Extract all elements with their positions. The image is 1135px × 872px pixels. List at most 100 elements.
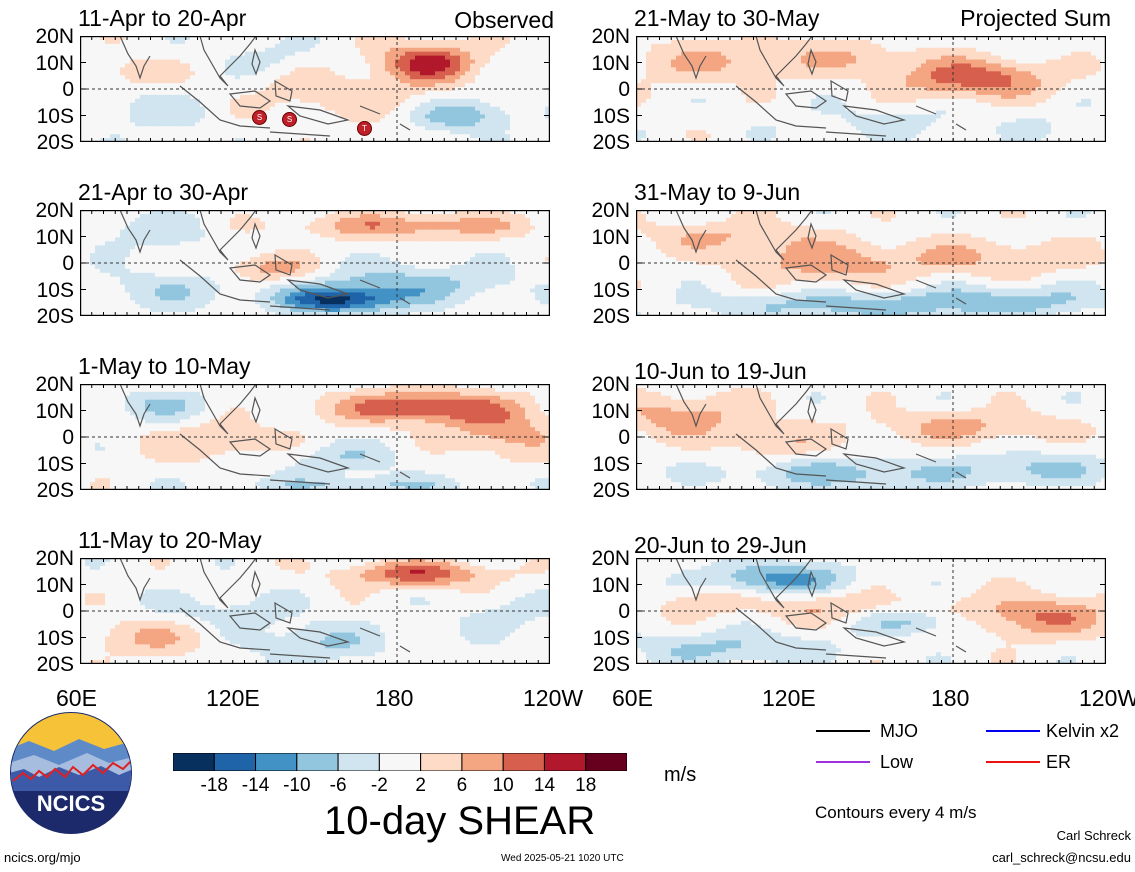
panel-title: 10-Jun to 19-Jun (634, 360, 807, 383)
colorbar (172, 752, 628, 772)
shear-map (80, 210, 550, 316)
shear-map (80, 558, 550, 664)
column-label-observed: Observed (454, 9, 554, 32)
colorbar-tick-label: 2 (403, 776, 439, 795)
lat-label: 10S (18, 280, 74, 301)
reference-lines (636, 384, 1106, 490)
colorbar-tick-label: 14 (526, 776, 562, 795)
lat-label: 10N (574, 227, 630, 248)
panel-title: 20-Jun to 29-Jun (634, 534, 807, 557)
colorbar-tick-label: -2 (361, 776, 397, 795)
lat-label: 10N (574, 53, 630, 74)
lat-label: 0 (574, 601, 630, 622)
lon-label-180: 180 (931, 687, 969, 710)
coastline (675, 384, 967, 485)
legend-label-mjo: MJO (880, 722, 918, 740)
lat-label: 10S (18, 106, 74, 127)
lat-label: 10N (18, 53, 74, 74)
lat-label: 20S (18, 480, 74, 501)
contour-interval-note: Contours every 4 m/s (815, 804, 977, 821)
coastline (675, 210, 967, 311)
coastline (119, 384, 411, 485)
reference-lines (80, 558, 550, 664)
lat-label: 20S (18, 306, 74, 327)
legend-label-er: ER (1046, 753, 1071, 771)
lat-label: 10S (574, 280, 630, 301)
panel-title: 11-Apr to 20-Apr (78, 7, 246, 30)
lat-label: 20N (574, 548, 630, 569)
shear-field (80, 210, 550, 316)
colorbar-tick-label: 18 (568, 776, 604, 795)
colorbar-swatch (337, 752, 380, 772)
coastline (675, 36, 967, 137)
lon-label-120e: 120E (206, 687, 260, 710)
logo-text: NCICS (37, 791, 105, 816)
legend-label-kelvin: Kelvin x2 (1046, 722, 1119, 740)
lat-label: 20N (18, 548, 74, 569)
panel-title: 1-May to 10-May (78, 355, 251, 378)
lon-label-180: 180 (375, 687, 413, 710)
colorbar-swatch (296, 752, 339, 772)
lat-label: 20N (574, 200, 630, 221)
lat-label: 20N (18, 26, 74, 47)
lat-label: 10N (18, 401, 74, 422)
shear-map (636, 558, 1106, 664)
footer-author: Carl Schreck (1057, 829, 1131, 842)
colorbar-swatch (172, 752, 215, 772)
reference-lines (80, 36, 550, 142)
lat-label: 20S (574, 132, 630, 153)
colorbar-tick-label: -6 (320, 776, 356, 795)
colorbar-swatch (420, 752, 463, 772)
colorbar-swatch (378, 752, 422, 772)
lat-label: 10N (574, 401, 630, 422)
lon-label-120w: 120W (1079, 687, 1135, 710)
legend-line-mjo (816, 730, 870, 732)
colorbar-swatch (461, 752, 504, 772)
coastline (119, 558, 411, 659)
footer-url: ncics.org/mjo (4, 851, 81, 864)
shear-map (636, 210, 1106, 316)
panel-title: 21-May to 30-May (634, 7, 819, 30)
lat-label: 20N (574, 374, 630, 395)
colorbar-unit: m/s (664, 765, 696, 785)
lat-label: 10S (574, 454, 630, 475)
lat-label: 0 (18, 253, 74, 274)
colorbar-tick-label: -10 (279, 776, 315, 795)
storm-marker: T (357, 121, 372, 136)
column-label-projected: Projected Sum (960, 7, 1111, 30)
panel-title: 21-Apr to 30-Apr (78, 181, 248, 204)
coastline (119, 210, 411, 311)
storm-marker: S (282, 112, 297, 127)
lat-label: 10S (574, 106, 630, 127)
lat-label: 20S (18, 654, 74, 675)
legend-line-low (816, 761, 870, 763)
footer-email: carl_schreck@ncsu.edu (992, 851, 1131, 864)
shear-map (636, 36, 1106, 142)
colorbar-tick-label: -14 (238, 776, 274, 795)
colorbar-swatch (585, 752, 628, 772)
lat-label: 10N (18, 575, 74, 596)
lat-label: 10N (574, 575, 630, 596)
lat-label: 20S (18, 132, 74, 153)
footer-timestamp: Wed 2025-05-21 1020 UTC (501, 854, 624, 864)
legend-line-er (986, 761, 1040, 763)
colorbar-tick-label: 10 (485, 776, 521, 795)
storm-marker: S (252, 110, 267, 125)
lon-label-120e: 120E (762, 687, 816, 710)
logo-graphic: NCICS (10, 712, 132, 834)
colorbar-swatch (543, 752, 587, 772)
lon-label-120w: 120W (523, 687, 583, 710)
reference-lines (636, 36, 1106, 142)
lat-label: 0 (18, 79, 74, 100)
lat-label: 20N (574, 26, 630, 47)
coastline (119, 36, 411, 137)
shear-map (636, 384, 1106, 490)
lat-label: 10S (574, 628, 630, 649)
colorbar-swatch (502, 752, 545, 772)
legend-label-low: Low (880, 753, 913, 771)
colorbar-tick-label: 6 (444, 776, 480, 795)
lat-label: 0 (574, 79, 630, 100)
legend-line-kelvin (986, 730, 1040, 732)
lat-label: 20N (18, 374, 74, 395)
lat-label: 0 (18, 427, 74, 448)
